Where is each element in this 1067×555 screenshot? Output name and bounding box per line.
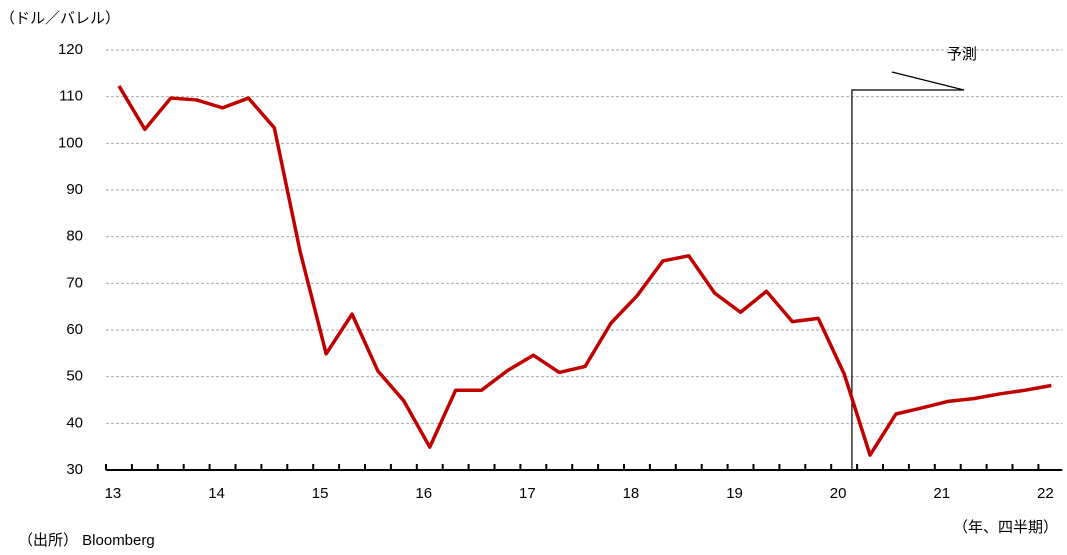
annotation: 予測 [947, 46, 977, 63]
x-tick-label: 22 [1037, 485, 1054, 502]
y-tick-label: 50 [66, 368, 83, 385]
y-tick-label: 90 [66, 181, 83, 198]
x-tick-label: 18 [623, 485, 640, 502]
x-tick-label: 14 [208, 485, 225, 502]
source: （出所） Bloomberg [18, 532, 155, 549]
y-tick-label: 100 [58, 134, 83, 151]
x-tick-label: 17 [519, 485, 536, 502]
y-tick-label: 80 [66, 228, 83, 245]
y-axis-label: （ドル／バレル） [0, 10, 120, 27]
x-tick-label: 21 [933, 485, 950, 502]
x-tick-label: 13 [105, 485, 122, 502]
y-tick-label: 120 [58, 41, 83, 58]
x-tick-label: 16 [415, 485, 432, 502]
y-tick-label: 40 [66, 414, 83, 431]
data-line [117, 85, 1052, 457]
x-tick-label: 15 [312, 485, 329, 502]
x-tick-label: 20 [830, 485, 847, 502]
x-axis-label: （年、四半期） [953, 519, 1058, 536]
annotation-pointer [891, 71, 965, 91]
y-tick-label: 70 [66, 274, 83, 291]
y-tick-label: 30 [66, 461, 83, 478]
x-tick-label: 19 [726, 485, 743, 502]
forecast-marker [851, 89, 964, 470]
y-tick-label: 110 [59, 88, 83, 105]
y-tick-label: 60 [66, 321, 83, 338]
